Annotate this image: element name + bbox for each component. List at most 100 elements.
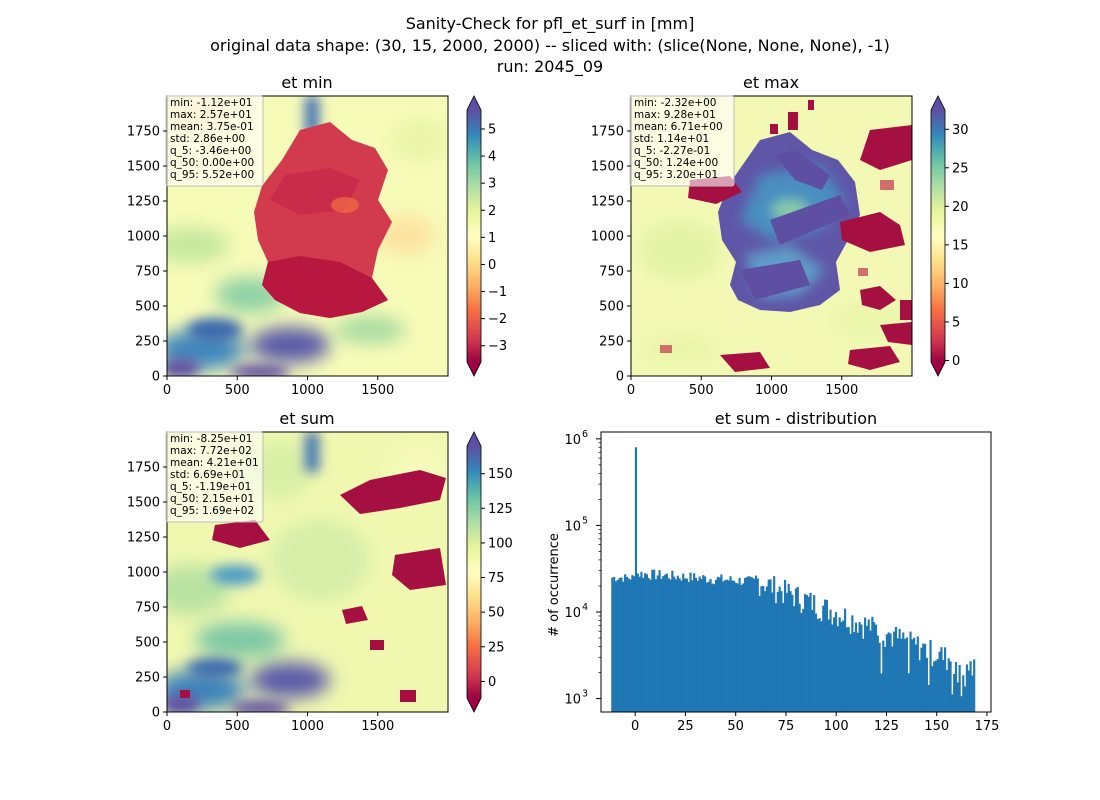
histogram-bar [762, 586, 765, 712]
histogram-bar [727, 580, 730, 712]
histogram-bar [707, 581, 710, 712]
histogram-bar [722, 581, 725, 712]
colorbar-extend-max [467, 96, 481, 110]
histogram-bar [825, 600, 828, 712]
axis-ticks: 0 500 1000 1500 0 250 500 750 1000 1250 1500 1750 [127, 461, 394, 735]
histogram-bar [736, 583, 739, 712]
histogram-bar [654, 579, 658, 712]
histogram-bar [800, 612, 803, 712]
y-tick-label: 1750 [127, 125, 160, 140]
colorbar-extend-min [931, 362, 945, 376]
histogram-bar [638, 576, 641, 712]
histogram-bar [944, 647, 947, 712]
histogram-bar [847, 627, 850, 712]
histogram-bar [747, 576, 750, 712]
histogram-bar [929, 640, 932, 712]
y-tick-label: 0 [616, 370, 624, 385]
histogram-bar [838, 617, 841, 712]
panel-title: et max [743, 73, 799, 92]
histogram-bar [771, 592, 774, 712]
colorbar-tick-label: 1 [488, 231, 496, 246]
histogram-bar [754, 575, 758, 712]
colorbar-tick-label: 20 [952, 200, 969, 215]
histogram-bar [802, 608, 805, 712]
histogram-bar [811, 610, 814, 712]
histogram-bar [793, 606, 796, 712]
stat-line: q_5: -3.46e+00 [170, 145, 251, 157]
histogram-bar [614, 581, 618, 712]
histogram-bar [743, 577, 747, 712]
histogram-bar [856, 632, 859, 712]
histogram-bar [789, 590, 792, 712]
stat-line: std: 6.69e+01 [170, 469, 245, 481]
colorbar-extend-max [931, 96, 945, 110]
histogram-bar [640, 571, 643, 712]
y-tick-label: 250 [135, 335, 160, 350]
histogram-bar [922, 643, 925, 712]
histogram-bar [611, 577, 614, 712]
histogram-bar [729, 576, 732, 712]
colorbar-outline [930, 95, 946, 377]
histogram-bar [958, 665, 961, 712]
histogram-bar [780, 591, 783, 712]
histogram-bar [782, 602, 785, 712]
x-tick-label: 0 [631, 719, 639, 734]
histogram-bar [794, 588, 798, 712]
histogram-bar [689, 572, 692, 712]
histogram-bar [756, 578, 759, 712]
y-tick-label: 250 [135, 671, 160, 686]
colorbar-tick-label: 25 [952, 161, 969, 176]
histogram-bar [924, 643, 927, 712]
stat-line: max: 9.28e+01 [634, 109, 716, 121]
histogram-bar [960, 696, 963, 712]
stat-line: std: 2.86e+00 [170, 133, 245, 145]
histogram-bar [713, 584, 716, 712]
panel-et-sum-distribution: et sum - distribution 0 25 50 75 100 125 150 17… [547, 409, 999, 734]
histogram-bar [720, 574, 723, 712]
histogram-bar [767, 579, 770, 712]
x-tick-label: 500 [225, 719, 250, 734]
histogram-bar [949, 661, 952, 712]
histogram-bar [667, 578, 670, 712]
colorbar-tick-label: 25 [488, 640, 505, 655]
histogram-bar [698, 576, 701, 712]
y-tick-label: 250 [599, 335, 624, 350]
panel-title: et min [281, 73, 332, 92]
histogram-bar [787, 583, 790, 712]
histogram-bar [785, 592, 788, 712]
histogram-bar [809, 592, 812, 712]
stat-line: min: -1.12e+01 [170, 97, 252, 109]
histogram-bar [803, 594, 807, 712]
y-tick-label: 1750 [591, 125, 624, 140]
histogram-bar [696, 580, 699, 712]
histogram-bar [765, 586, 768, 712]
x-tick-label: 1000 [291, 719, 324, 734]
panel-et-min: et min [127, 73, 507, 398]
histogram-bar [643, 573, 647, 712]
histogram-bar [622, 581, 625, 712]
y-tick-label: 750 [599, 265, 624, 280]
histogram-bar [940, 647, 943, 712]
colorbar-gradient [467, 110, 481, 362]
histogram-bar [760, 586, 763, 712]
stat-line: q_50: 2.15e+01 [170, 493, 254, 505]
histogram-bar [882, 640, 885, 712]
histogram-bar [627, 578, 630, 712]
x-tick-label: 175 [975, 719, 1000, 734]
colorbar-tick-label: 10 [952, 277, 969, 292]
colorbar-tick-label: 5 [488, 122, 496, 137]
colorbar-tick-label: 2 [488, 204, 496, 219]
histogram-bar [636, 573, 639, 712]
histogram-bar [773, 576, 776, 712]
colorbar-outline [466, 431, 482, 713]
histogram-bar [613, 577, 616, 712]
histogram-bar [885, 634, 888, 712]
histogram-bar [836, 626, 839, 712]
histogram-bar [805, 595, 808, 712]
histogram-bar [905, 637, 908, 712]
y-tick-label: 1000 [127, 230, 160, 245]
y-tick-label: 0 [152, 370, 160, 385]
histogram-bar [867, 619, 870, 712]
histogram-bar [916, 636, 919, 712]
